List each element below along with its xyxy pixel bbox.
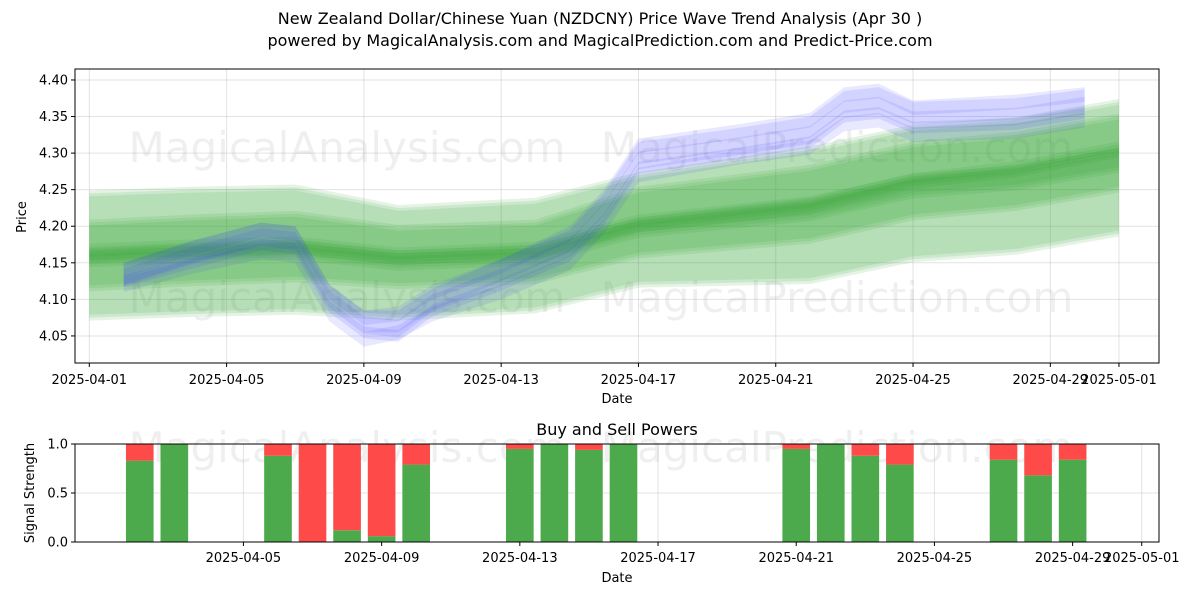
buy-bar (540, 444, 569, 542)
buy-bar (333, 530, 361, 542)
buy-bar (575, 449, 603, 542)
power-x-tick-label: 2025-05-01 (1104, 551, 1180, 566)
price-x-tick-label: 2025-04-21 (738, 373, 814, 388)
sell-bar (264, 444, 292, 456)
power-axis-ticks: 0.0 0.5 1.0 2025-04-05 2025-04-09 2025-04-13 2… (47, 438, 1179, 567)
watermark-2: MagicalPrediction.com (601, 123, 1074, 172)
price-wave-0 (123, 96, 1085, 338)
sell-bar (367, 444, 396, 537)
price-x-tick-label: 2025-04-13 (463, 373, 539, 388)
price-x-axis-label: Date (601, 392, 632, 407)
power-x-tick-label: 2025-04-17 (620, 551, 696, 566)
power-x-tick-label: 2025-04-09 (344, 551, 420, 566)
price-y-tick-label: 4.10 (39, 293, 68, 308)
price-x-tick-label: 2025-05-01 (1081, 373, 1157, 388)
buy-bar (506, 448, 534, 542)
price-plot-frame (74, 68, 1160, 364)
buy-bar (264, 455, 292, 542)
buy-bar (989, 459, 1018, 542)
trend-bands (89, 98, 1119, 321)
sell-bar (886, 444, 914, 465)
sell-bar (298, 444, 327, 542)
chart-subtitle: powered by MagicalAnalysis.com and Magic… (267, 31, 933, 50)
price-x-tick-label: 2025-04-01 (52, 373, 128, 388)
power-bars (125, 444, 1087, 542)
buy-bar (851, 455, 880, 542)
buy-bar (886, 464, 914, 542)
watermark-4: MagicalPrediction.com (601, 273, 1074, 322)
power-y-tick-label: 1.0 (47, 438, 68, 453)
price-y-tick-label: 4.40 (39, 73, 68, 88)
trend-band-0 (89, 104, 1119, 321)
trend-band-2 (89, 153, 1119, 271)
sell-bar (402, 444, 430, 465)
sell-bar (1024, 444, 1052, 476)
sell-bar (1058, 444, 1087, 460)
price-y-tick-label: 4.35 (39, 110, 68, 125)
power-y-axis-label: Signal Strength (23, 443, 38, 543)
power-x-tick-label: 2025-04-29 (1035, 551, 1111, 566)
trend-band-3 (89, 144, 1119, 263)
power-x-tick-label: 2025-04-13 (482, 551, 558, 566)
chart-title: New Zealand Dollar/Chinese Yuan (NZDCNY)… (277, 9, 923, 28)
sell-bar (506, 444, 534, 449)
buy-bar (367, 536, 396, 542)
buy-bar (1024, 475, 1052, 542)
buy-bar (782, 448, 811, 542)
trend-band-0 (89, 101, 1119, 318)
trend-band-3 (89, 141, 1119, 260)
trend-band-1 (89, 113, 1119, 286)
trend-band-2 (89, 147, 1119, 265)
sell-bar (782, 444, 811, 449)
price-x-tick-label: 2025-04-05 (189, 373, 265, 388)
buy-bar (609, 444, 638, 542)
trend-band-1 (89, 116, 1119, 289)
price-y-axis-label: Price (15, 201, 30, 233)
sell-bar (333, 444, 361, 531)
price-wave-4 (123, 83, 1085, 325)
price-x-tick-label: 2025-04-25 (875, 373, 951, 388)
watermark-3: MagicalAnalysis.com (129, 273, 566, 322)
price-y-tick-label: 4.30 (39, 147, 68, 162)
power-y-tick-label: 0.0 (47, 536, 68, 551)
trend-band-3 (89, 147, 1119, 265)
power-x-tick-label: 2025-04-21 (758, 551, 834, 566)
price-wave-3 (123, 112, 1085, 347)
price-x-tick-label: 2025-04-29 (1013, 373, 1089, 388)
buy-bar (402, 464, 430, 542)
trend-band-1 (89, 119, 1119, 292)
price-waves (123, 83, 1085, 347)
trend-band-2 (89, 150, 1119, 268)
power-y-tick-label: 0.5 (47, 487, 68, 502)
price-wave-2 (123, 87, 1085, 333)
power-chart-title: Buy and Sell Powers (536, 420, 698, 439)
sell-bar (125, 444, 154, 461)
sell-bar (851, 444, 880, 456)
price-axis-ticks: 4.05 4.10 4.15 4.20 4.25 4.30 4.35 4.40 2025-04-… (39, 73, 1157, 388)
price-grid (75, 69, 1159, 363)
watermark-1: MagicalAnalysis.com (129, 123, 566, 172)
sell-bar (575, 444, 603, 450)
price-y-tick-label: 4.20 (39, 220, 68, 235)
buy-bar (1058, 459, 1087, 542)
price-x-tick-label: 2025-04-09 (326, 373, 402, 388)
buy-bar (125, 460, 154, 542)
price-y-tick-label: 4.05 (39, 329, 68, 344)
trend-band-0 (89, 98, 1119, 315)
sell-bar (989, 444, 1018, 460)
power-x-tick-label: 2025-04-05 (206, 551, 282, 566)
price-y-tick-label: 4.25 (39, 183, 68, 198)
price-wave-1 (123, 107, 1085, 342)
power-x-tick-label: 2025-04-25 (897, 551, 973, 566)
power-x-axis-label: Date (601, 571, 632, 586)
price-y-tick-label: 4.15 (39, 256, 68, 271)
buy-bar (816, 444, 845, 542)
buy-bar (160, 444, 189, 542)
price-x-tick-label: 2025-04-17 (601, 373, 677, 388)
